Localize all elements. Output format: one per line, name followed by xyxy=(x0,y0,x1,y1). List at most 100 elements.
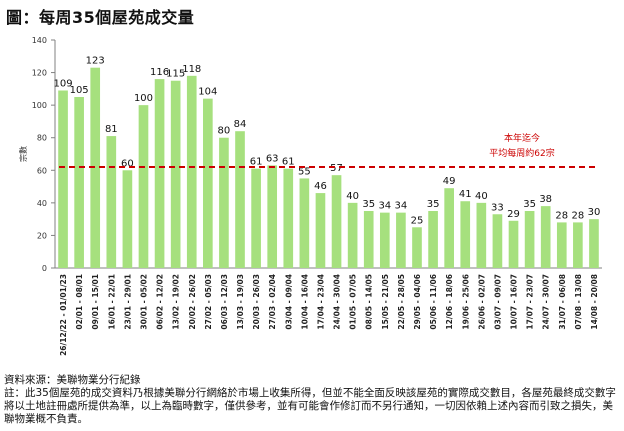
data-label: 116 xyxy=(150,67,169,78)
y-tick-label: 0 xyxy=(42,264,47,273)
data-label: 80 xyxy=(218,126,231,137)
x-tick-label: 27/03 - 02/04 xyxy=(268,274,277,330)
y-tick-label: 40 xyxy=(37,199,47,208)
x-tick-label: 13/03 - 19/03 xyxy=(236,274,245,330)
data-label: 30 xyxy=(588,207,601,218)
data-label: 38 xyxy=(539,194,552,205)
data-label: 28 xyxy=(572,210,585,221)
y-axis-title: 宗數 xyxy=(18,146,28,162)
data-label: 81 xyxy=(105,124,118,135)
x-tick-label: 24/07 - 30/07 xyxy=(542,274,551,330)
data-label: 29 xyxy=(507,209,520,220)
x-tick-label: 17/04 - 23/04 xyxy=(316,274,325,330)
x-tick-label: 22/05 - 28/05 xyxy=(397,274,406,330)
y-tick-label: 140 xyxy=(32,36,47,45)
x-tick-label: 09/01 - 15/01 xyxy=(91,274,100,330)
bar xyxy=(460,201,471,268)
data-label: 49 xyxy=(443,176,456,187)
bar xyxy=(74,97,84,268)
data-label: 34 xyxy=(395,201,408,212)
bar xyxy=(106,136,117,268)
x-tick-label: 23/01 - 29/01 xyxy=(123,274,132,330)
data-label: 84 xyxy=(234,119,247,130)
x-tick-label: 06/03 - 12/03 xyxy=(220,274,229,330)
x-tick-label: 19/06 - 25/06 xyxy=(461,274,470,330)
bar xyxy=(122,170,133,268)
x-tick-label: 17/07 - 23/07 xyxy=(526,274,535,330)
data-label: 28 xyxy=(555,210,568,221)
data-label: 55 xyxy=(298,166,311,177)
x-tick-label: 10/04 - 16/04 xyxy=(300,274,309,330)
bar xyxy=(476,202,487,268)
bar xyxy=(170,80,181,268)
bar xyxy=(90,67,101,268)
y-tick-label: 80 xyxy=(37,134,47,143)
x-tick-label: 13/02 - 19/02 xyxy=(172,274,181,330)
x-tick-label: 02/01 - 08/01 xyxy=(75,274,84,330)
x-tick-label: 03/07 - 09/07 xyxy=(493,274,502,330)
bar xyxy=(492,214,503,268)
y-tick-label: 100 xyxy=(32,101,47,110)
bar xyxy=(428,211,438,268)
bar xyxy=(508,220,519,268)
y-tick-label: 120 xyxy=(32,69,47,78)
bar xyxy=(573,222,583,268)
x-tick-label: 26/06 - 02/07 xyxy=(477,274,486,330)
x-tick-label: 10/07 - 16/07 xyxy=(510,274,519,330)
x-tick-label: 03/04 - 09/04 xyxy=(284,274,293,330)
bar xyxy=(267,165,278,268)
data-label: 61 xyxy=(250,157,263,168)
x-tick-label: 20/02 - 26/02 xyxy=(188,274,197,330)
x-tick-label: 12/06 - 18/06 xyxy=(445,274,454,330)
bar xyxy=(251,168,261,268)
bar xyxy=(283,168,294,268)
bar xyxy=(138,105,149,269)
data-label: 35 xyxy=(427,199,440,210)
bar xyxy=(203,98,213,268)
bar xyxy=(540,206,551,268)
x-tick-label: 01/05 - 07/05 xyxy=(349,274,358,330)
x-tick-label: 30/01 - 05/02 xyxy=(139,274,148,330)
bar xyxy=(299,178,310,268)
source-note: 資料來源：美聯物業分行紀錄 xyxy=(4,374,141,386)
x-tick-label: 08/05 - 14/05 xyxy=(365,274,374,330)
bar xyxy=(315,193,326,268)
data-label: 105 xyxy=(70,85,89,96)
x-tick-label: 05/06 - 11/06 xyxy=(429,274,438,330)
bar xyxy=(412,227,422,268)
bar xyxy=(444,188,454,268)
data-label: 109 xyxy=(53,78,72,89)
x-tick-label: 15/05 - 21/05 xyxy=(381,274,390,330)
data-label: 40 xyxy=(475,191,488,202)
data-label: 104 xyxy=(198,87,217,98)
data-label: 25 xyxy=(411,215,424,226)
data-label: 41 xyxy=(459,189,472,200)
bar xyxy=(347,202,358,268)
data-label: 40 xyxy=(346,191,359,202)
bar xyxy=(524,211,535,268)
data-label: 118 xyxy=(182,64,201,75)
data-label: 35 xyxy=(362,199,375,210)
x-tick-label: 14/08 - 20/08 xyxy=(590,274,599,330)
x-tick-label: 31/07 - 06/08 xyxy=(558,274,567,330)
bar xyxy=(235,131,245,268)
data-label: 123 xyxy=(86,56,105,67)
page-title: 圖：每周35個屋苑成交量 xyxy=(6,8,195,27)
bars xyxy=(58,67,599,269)
x-tick-label: 20/03 - 26/03 xyxy=(252,274,261,330)
data-label: 100 xyxy=(134,93,153,104)
data-label: 60 xyxy=(121,158,134,169)
data-label: 57 xyxy=(330,163,343,174)
bar xyxy=(379,212,390,268)
x-tick-label: 26/12/22 - 01/01/23 xyxy=(59,274,68,356)
bar xyxy=(589,219,599,268)
x-tick-label: 24/04 - 30/04 xyxy=(333,274,342,330)
average-annotation-line1: 本年迄今 xyxy=(504,132,540,144)
data-label: 34 xyxy=(378,201,391,212)
x-tick-label: 29/05 - 04/06 xyxy=(413,274,422,330)
data-label: 61 xyxy=(282,157,295,168)
x-tick-label: 27/02 - 05/03 xyxy=(204,274,213,330)
